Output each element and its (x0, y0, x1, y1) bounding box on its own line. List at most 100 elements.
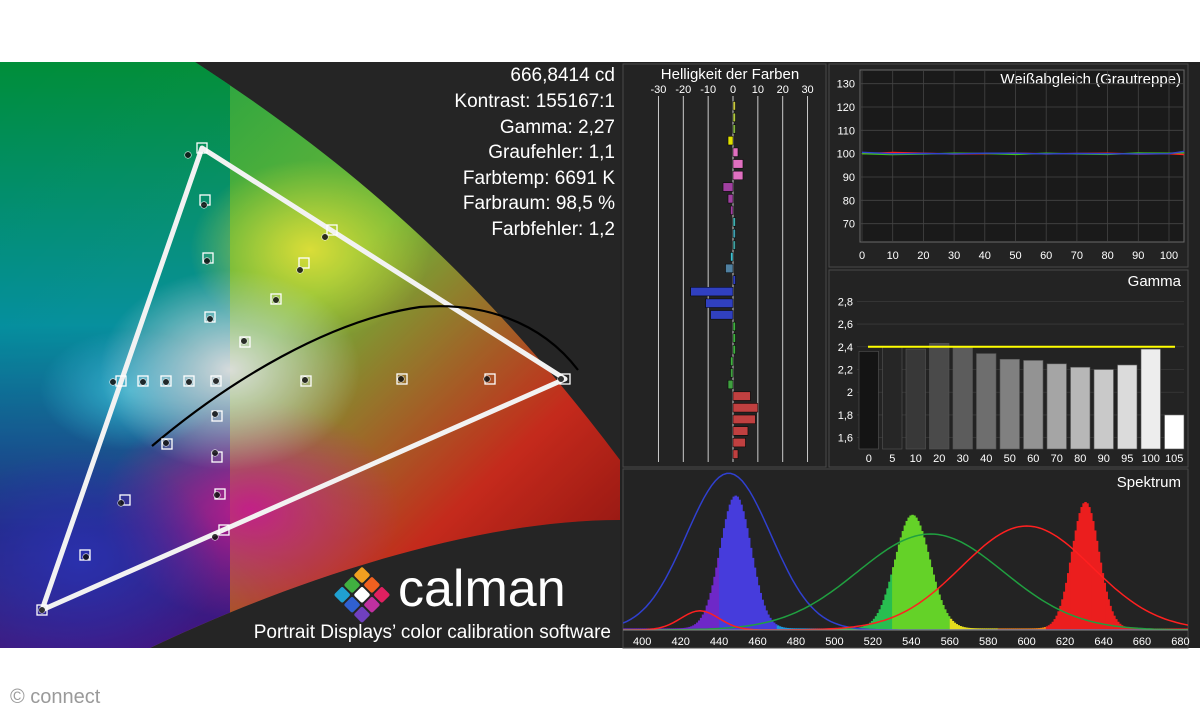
spectrum-column (1013, 628, 1016, 630)
spectrum-column (624, 628, 628, 630)
spectrum-column (1107, 599, 1110, 630)
spectrum-column (713, 576, 716, 630)
spectrum-column (1124, 626, 1128, 630)
brightness-bar (727, 136, 734, 146)
target-square (183, 375, 195, 387)
brightness-bar (732, 101, 736, 111)
brightness-tick-label: -10 (700, 84, 716, 96)
spectrum-column (630, 628, 634, 630)
measured-point (240, 337, 248, 345)
brightness-bar (730, 368, 734, 378)
spectrum-column (1088, 507, 1091, 630)
spectrum-column (842, 628, 845, 630)
spectrum-column (915, 517, 918, 630)
spectrum-column (744, 519, 747, 630)
spectrum-column (976, 628, 980, 630)
spectrum-column (932, 574, 935, 630)
brightness-bar (730, 205, 734, 215)
gamma-tick-y: 2 (847, 387, 853, 399)
spectrum-column (707, 599, 711, 630)
spectrum-column (1115, 619, 1118, 630)
spectrum-column (917, 520, 920, 630)
spectrum-column (1101, 573, 1105, 630)
spectrum-column (759, 592, 762, 630)
target-square (270, 293, 282, 305)
spectrum-column (742, 511, 745, 630)
spectrum-column (867, 624, 870, 630)
spectrum-column (686, 627, 689, 630)
spectrum-column (951, 620, 955, 630)
gamma-tick-y: 1,8 (838, 410, 853, 422)
spectrum-column (721, 537, 724, 630)
spectrum-column (844, 628, 847, 630)
stat-gray-error: Graufehler: 1,1 (488, 142, 615, 163)
gamma-tick-x: 80 (1074, 453, 1086, 465)
wb-tick-x: 60 (1040, 250, 1052, 262)
stat-gamma: Gamma: 2,27 (500, 117, 615, 138)
spectrum-column (943, 609, 947, 630)
brightness-bar (732, 217, 736, 227)
calman-tagline: Portrait Displays’ color calibration sof… (254, 622, 611, 643)
spectrum-column (1090, 513, 1093, 630)
gamma-bar (929, 343, 950, 450)
calman-logo-icon (334, 567, 390, 623)
spectrum-column (715, 567, 718, 630)
target-square (326, 224, 338, 236)
spectrum-column (1055, 615, 1058, 630)
spectrum-column (776, 625, 780, 630)
target-square (239, 336, 251, 348)
spectrum-column (953, 622, 957, 630)
wb-tick-y: 70 (843, 219, 855, 231)
gamma-tick-x: 30 (957, 453, 969, 465)
spectrum-column (1032, 628, 1035, 630)
spectrum-column (772, 622, 776, 630)
spectrum-column (1099, 562, 1103, 630)
gamma-bar (1093, 369, 1114, 450)
spectrum-column (701, 614, 705, 630)
calman-logo-text: calman (398, 560, 566, 618)
spectrum-column (1097, 551, 1101, 630)
brightness-bar (732, 240, 736, 250)
gamma-tick-x: 50 (1004, 453, 1016, 465)
wb-tick-x: 80 (1101, 250, 1113, 262)
stat-luminance: 666,8414 cd (510, 65, 615, 86)
spectrum-column (1091, 521, 1095, 630)
spectrum-column (1005, 628, 1009, 630)
measured-point (200, 201, 208, 209)
spectrum-column (1082, 503, 1085, 630)
measured-point (139, 378, 147, 386)
gamma-tick-x: 90 (1098, 453, 1110, 465)
spectrum-column (1080, 507, 1083, 630)
spectrum-column (949, 618, 953, 630)
spectrum-tick: 480 (787, 636, 805, 648)
spectrum-column (961, 626, 964, 630)
spectrum-column (888, 581, 891, 630)
spectrum-column (780, 626, 784, 630)
spectrum-column (968, 627, 972, 630)
spectrum-column (1072, 540, 1076, 630)
spectrum-column (1065, 582, 1068, 630)
gamma-bar (1164, 414, 1185, 450)
stat-gamut: Farbraum: 98,5 % (463, 193, 615, 214)
spectrum-column (1030, 628, 1033, 630)
spectrum-column (895, 551, 899, 630)
spectrum-column (1070, 551, 1074, 630)
spectrum-column (1109, 605, 1112, 630)
white-balance-title: Weißabgleich (Grautreppe) (1000, 71, 1181, 88)
spectrum-column (690, 626, 693, 630)
gamma-tick-y: 2,4 (838, 342, 853, 354)
spectrum-column (922, 537, 926, 630)
spectrum-column (753, 567, 757, 630)
brightness-bar (727, 379, 734, 390)
spectrum-column (757, 585, 761, 630)
target-square (160, 375, 172, 387)
wb-tick-y: 100 (837, 149, 855, 161)
spectrum-column (730, 499, 734, 630)
brightness-bar (727, 194, 734, 204)
measured-point (211, 410, 219, 418)
spectrum-column (836, 628, 839, 630)
spectrum-column (909, 515, 912, 630)
spectrum-column (1061, 599, 1064, 630)
spectrum-column (930, 567, 934, 630)
gamma-bar (1070, 366, 1091, 450)
